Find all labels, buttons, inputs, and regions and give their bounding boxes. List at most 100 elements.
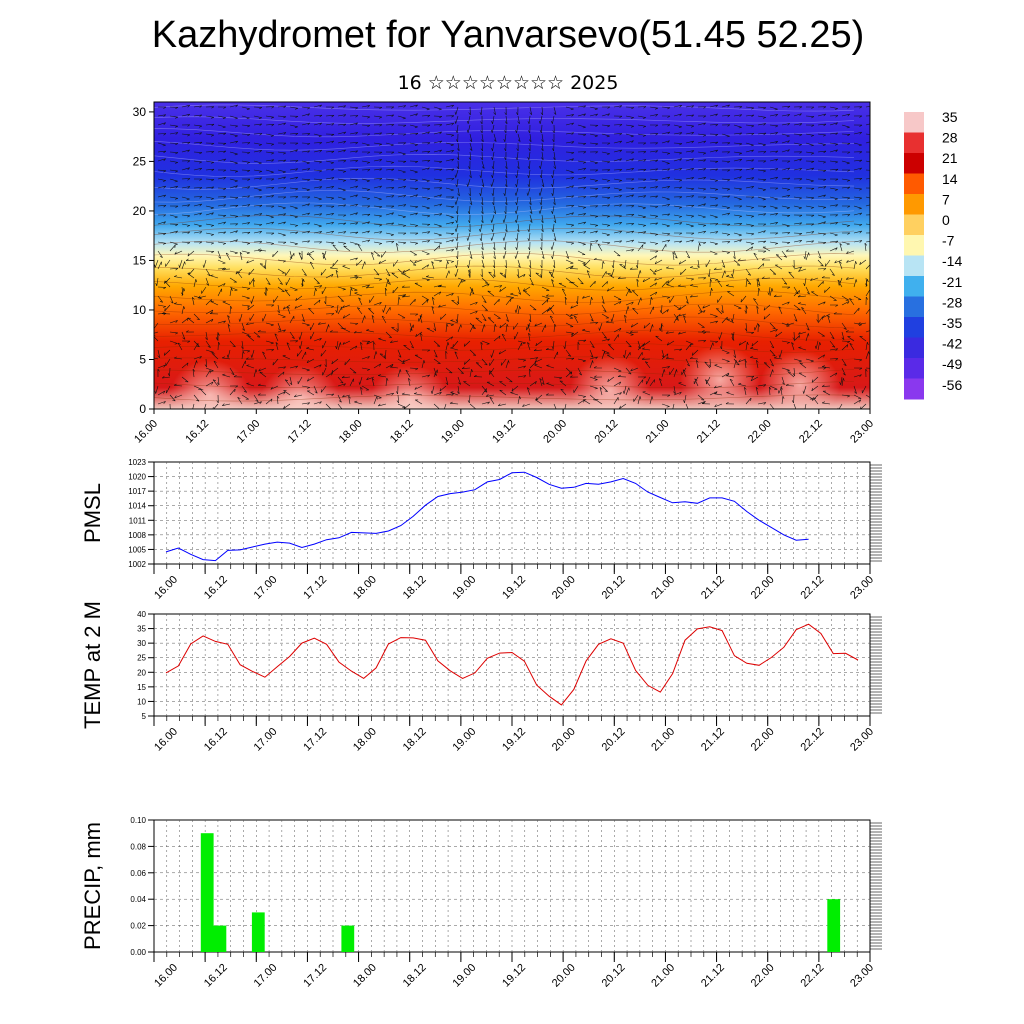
heatmap-contour: [154, 290, 855, 303]
wind-vector: [157, 142, 166, 147]
wind-vector: [409, 113, 418, 117]
wind-vector: [565, 169, 574, 174]
wind-vector: [491, 124, 495, 133]
wind-vector: [455, 241, 459, 251]
wind-vector: [643, 322, 651, 329]
wind-vector: [745, 186, 755, 189]
wind-vector: [205, 106, 215, 109]
wind-vector: [181, 204, 191, 207]
wind-vector: [589, 230, 598, 234]
wind-vector: [301, 230, 311, 234]
wind-vector: [697, 259, 700, 269]
wind-vector: [552, 259, 556, 269]
wind-vector: [289, 286, 298, 291]
wind-vector: [625, 140, 634, 144]
wind-vector: [349, 277, 359, 280]
precip-x-tick-label: 19.12: [500, 962, 528, 990]
wind-vector: [185, 330, 195, 333]
wind-vector: [526, 387, 531, 396]
wind-vector: [397, 358, 405, 364]
wind-vector: [733, 232, 742, 237]
wind-vector: [751, 340, 759, 347]
wind-vector: [859, 259, 867, 266]
wind-vector: [697, 310, 706, 315]
wind-vector: [169, 223, 179, 227]
wind-vector: [793, 106, 803, 109]
wind-vector: [301, 313, 305, 322]
wind-vector: [320, 385, 327, 393]
wind-vector: [301, 212, 310, 216]
wind-vector: [757, 115, 767, 119]
wind-vector: [565, 151, 575, 155]
wind-vector: [853, 295, 862, 301]
wind-vector: [385, 268, 391, 277]
wind-vector: [561, 288, 567, 297]
wind-vector: [637, 133, 647, 137]
wind-vector: [769, 132, 779, 135]
wind-vector: [707, 268, 711, 278]
wind-vector: [769, 106, 778, 111]
wind-vector: [781, 177, 791, 181]
wind-vector: [517, 306, 521, 315]
colorbar-label: -56: [942, 377, 962, 393]
wind-vector: [683, 394, 687, 404]
heatmap-y-tick-label: 30: [133, 105, 147, 119]
wind-vector: [805, 223, 815, 226]
wind-vector: [673, 142, 683, 146]
wind-vector: [368, 308, 375, 315]
wind-vector: [157, 250, 163, 258]
wind-vector: [445, 367, 453, 374]
wind-vector: [301, 385, 311, 389]
colorbar-label: -7: [942, 233, 955, 249]
wind-vector: [745, 133, 755, 136]
wind-vector: [697, 203, 706, 207]
wind-vector: [422, 349, 431, 352]
wind-vector: [361, 205, 371, 208]
wind-vector: [649, 106, 659, 110]
wind-vector: [829, 204, 839, 207]
wind-vector: [637, 195, 647, 198]
wind-vector: [781, 241, 791, 245]
wind-vector: [331, 367, 339, 374]
wind-vector: [805, 358, 814, 363]
wind-vector: [433, 131, 442, 135]
wind-vector: [753, 252, 759, 261]
wind-vector: [625, 230, 635, 234]
wind-vector: [397, 124, 407, 127]
wind-vector: [709, 231, 719, 234]
wind-vector: [361, 187, 370, 191]
wind-vector: [685, 358, 690, 367]
wind-vector: [693, 376, 699, 385]
wind-vector: [326, 106, 335, 109]
heatmap-x-tick-label: 16.12: [183, 418, 211, 446]
wind-vector: [505, 298, 512, 306]
wind-vector: [560, 388, 567, 396]
wind-vector: [757, 160, 767, 163]
wind-vector: [865, 394, 870, 400]
wind-vector: [481, 283, 490, 288]
wind-vector: [265, 178, 275, 181]
wind-vector: [589, 142, 599, 146]
wind-vector: [757, 142, 766, 146]
wind-vector: [181, 167, 190, 171]
wind-vector: [725, 284, 735, 288]
wind-vector: [262, 313, 267, 322]
precip-y-tick-label: 0.08: [130, 842, 146, 851]
precip-y-tick-label: 0.10: [130, 816, 146, 825]
wind-vector: [456, 151, 460, 161]
wind-vector: [527, 232, 531, 242]
wind-vector: [805, 151, 815, 155]
wind-vector: [157, 205, 167, 208]
wind-vector: [629, 330, 639, 333]
wind-vector: [426, 327, 435, 333]
colorbar-label: 28: [942, 130, 958, 146]
wind-vector: [793, 266, 803, 270]
wind-vector: [649, 232, 659, 236]
wind-vector: [193, 151, 203, 155]
wind-vector: [721, 169, 731, 172]
wind-vector: [456, 295, 460, 305]
colorbar-swatch: [904, 153, 924, 174]
wind-vector: [805, 252, 810, 261]
wind-vector: [649, 114, 659, 117]
